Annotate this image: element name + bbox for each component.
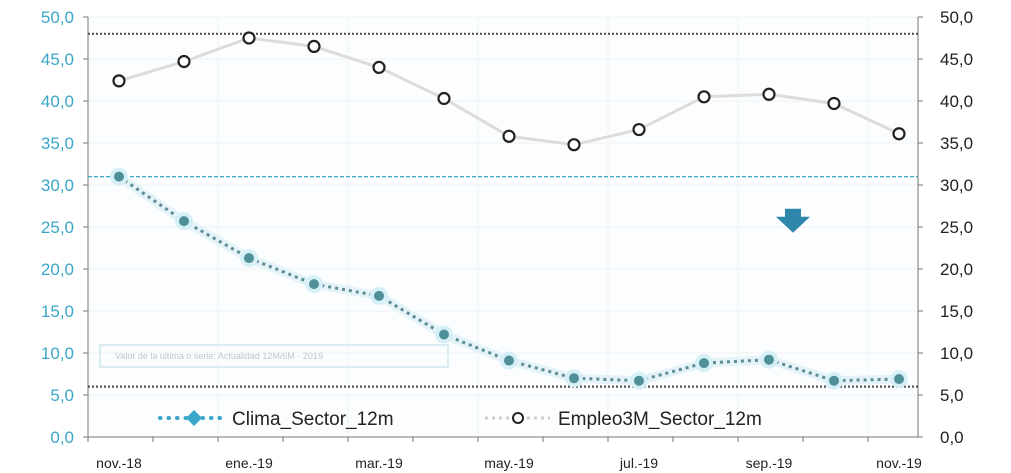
clima-point [634,375,644,386]
clima-point [504,355,514,366]
clima-point [699,358,709,369]
empleo-point [112,74,126,88]
x-tick-label: sep.-19 [746,455,793,471]
note-text: Valor de la ultima o serie: Actualidad 1… [115,351,323,361]
legend-empleo-marker [512,412,524,424]
clima-point [114,171,124,182]
x-tick-label: may.-19 [484,455,534,471]
clima-point [439,329,449,340]
empleo-point [372,60,386,75]
y-tick-label-left: 0,0 [50,428,74,447]
clima-point [829,375,839,386]
empleo-point [827,96,841,111]
legend-item-clima: Clima_Sector_12m [158,409,394,430]
empleo-point [437,91,451,106]
clima-point [894,374,904,385]
y-tick-label-right: 50,0 [940,8,973,27]
empleo-point [502,129,516,143]
empleo-point [762,87,776,101]
y-tick-label-right: 15,0 [940,302,973,321]
y-tick-label-left: 20,0 [41,260,74,279]
axes [83,16,923,442]
empleo-point [697,90,711,104]
y-tick-label-right: 5,0 [940,386,964,405]
y-tick-label-left: 35,0 [41,134,74,153]
y-tick-label-left: 5,0 [50,386,74,405]
y-tick-label-right: 30,0 [940,176,973,195]
y-tick-label-right: 20,0 [940,260,973,279]
reference-lines [88,32,918,388]
x-tick-label: jul.-19 [619,455,658,471]
y-tick-label-left: 10,0 [41,344,74,363]
y-tick-label-left: 50,0 [41,8,74,27]
legend-clima-marker [186,410,202,426]
clima-point [179,216,189,227]
x-tick-label: nov.-19 [876,455,922,471]
y-tick-label-left: 30,0 [41,176,74,195]
series [110,31,908,390]
y-tick-label-right: 40,0 [940,92,973,111]
y-tick-label-right: 35,0 [940,134,973,153]
empleo-point [307,39,321,54]
x-tick-label: mar.-19 [355,455,403,471]
clima-point [764,354,774,365]
empleo-point [567,138,581,152]
x-tick-label: nov.-18 [96,455,142,471]
x-tick-label: ene.-19 [225,455,273,471]
y-tick-label-right: 25,0 [940,218,973,237]
legend: Clima_Sector_12m Empleo3M_Sector_12m [158,409,762,430]
tick-labels: 0,0 5,0 10,0 15,0 20,0 25,0 30,0 35,0 40,0 45,0 50… [41,8,973,471]
legend-item-empleo: Empleo3M_Sector_12m [485,409,762,430]
y-tick-label-left: 45,0 [41,50,74,69]
clima-point [309,279,319,290]
empleo-point [632,122,646,137]
empleo-point [177,54,191,69]
note-box-frame [99,344,449,368]
arrow-shape [776,208,810,233]
empleo-point [892,127,906,141]
clima-point [374,290,384,301]
y-tick-label-left: 25,0 [41,218,74,237]
y-tick-label-right: 10,0 [940,344,973,363]
clima-point [569,373,579,384]
y-tick-label-left: 15,0 [41,302,74,321]
y-tick-label-right: 0,0 [940,428,964,447]
legend-clima-label: Clima_Sector_12m [232,409,394,430]
down-arrow-icon [776,208,810,233]
y-tick-label-left: 40,0 [41,92,74,111]
empleo-point [242,31,256,45]
clima-point [244,253,254,264]
legend-empleo-label: Empleo3M_Sector_12m [558,409,762,430]
y-tick-label-right: 45,0 [940,50,973,69]
note-box: Valor de la ultima o serie: Actualidad 1… [99,344,449,368]
